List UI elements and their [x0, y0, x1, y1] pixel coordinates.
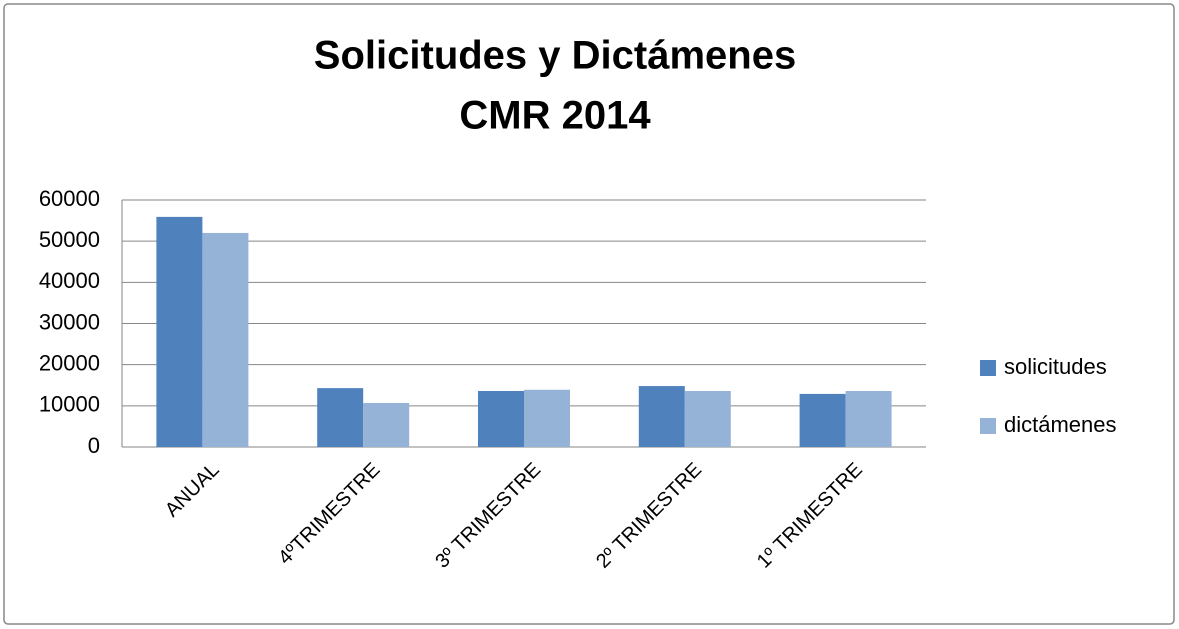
- y-tick-label: 0: [88, 433, 100, 458]
- bar: [478, 391, 524, 447]
- legend-label: solicitudes: [1004, 354, 1107, 379]
- legend-swatch: [980, 418, 996, 434]
- chart-title: CMR 2014: [459, 94, 651, 138]
- y-tick-label: 60000: [39, 186, 100, 211]
- bar: [156, 216, 203, 447]
- bar: [799, 393, 846, 447]
- y-tick-label: 20000: [39, 350, 100, 375]
- bar: [524, 389, 570, 447]
- legend-label: dictámenes: [1004, 412, 1117, 437]
- y-tick-label: 10000: [39, 392, 100, 417]
- y-tick-label: 30000: [39, 309, 100, 334]
- bar: [202, 232, 249, 447]
- bar: [638, 386, 685, 447]
- y-tick-label: 50000: [39, 227, 100, 252]
- chart-frame: [3, 3, 1175, 625]
- chart-title: Solicitudes y Dictámenes: [314, 34, 796, 78]
- bar: [363, 402, 410, 447]
- bar: [317, 388, 364, 447]
- legend-swatch: [980, 360, 996, 376]
- bar: [684, 391, 731, 447]
- y-tick-label: 40000: [39, 268, 100, 293]
- bar: [845, 391, 892, 447]
